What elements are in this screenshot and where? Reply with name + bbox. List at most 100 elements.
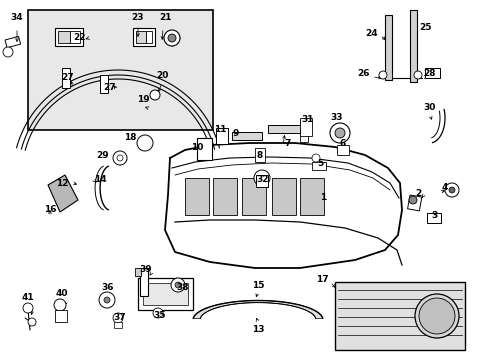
Text: 17: 17 <box>315 275 327 284</box>
Bar <box>426 213 440 223</box>
Circle shape <box>54 299 66 311</box>
Bar <box>58 31 70 43</box>
Circle shape <box>311 154 319 162</box>
Bar <box>231 132 262 140</box>
Circle shape <box>163 30 180 46</box>
Circle shape <box>150 90 160 100</box>
Text: 39: 39 <box>140 266 152 274</box>
Circle shape <box>137 135 153 151</box>
Text: 25: 25 <box>418 23 430 32</box>
Bar <box>133 28 155 46</box>
Circle shape <box>117 155 123 161</box>
Bar <box>114 322 122 328</box>
Text: 12: 12 <box>56 179 68 188</box>
Text: 2: 2 <box>414 189 420 198</box>
Bar <box>146 31 152 43</box>
Bar <box>299 118 311 136</box>
Circle shape <box>329 123 349 143</box>
Bar <box>271 178 295 215</box>
Bar <box>334 282 464 350</box>
Text: 14: 14 <box>94 175 106 184</box>
Text: 32: 32 <box>256 175 269 184</box>
Text: 8: 8 <box>256 150 263 159</box>
Text: 16: 16 <box>43 206 56 215</box>
Circle shape <box>104 297 110 303</box>
Text: 40: 40 <box>56 288 68 297</box>
Circle shape <box>418 298 454 334</box>
Text: 6: 6 <box>339 139 346 148</box>
Text: 38: 38 <box>176 284 189 292</box>
Text: 37: 37 <box>113 314 126 323</box>
Bar <box>267 125 303 133</box>
Bar <box>100 75 108 93</box>
Circle shape <box>334 128 345 138</box>
Text: 9: 9 <box>232 129 239 138</box>
Bar <box>424 68 439 78</box>
Text: 41: 41 <box>21 293 34 302</box>
Bar <box>28 10 213 130</box>
Circle shape <box>28 318 36 326</box>
Circle shape <box>378 71 386 79</box>
Bar <box>138 278 193 310</box>
Text: 28: 28 <box>423 68 435 77</box>
Bar <box>140 268 148 296</box>
Bar <box>216 128 227 144</box>
Circle shape <box>99 292 115 308</box>
Circle shape <box>413 71 421 79</box>
Text: 13: 13 <box>251 325 264 334</box>
Bar <box>142 283 187 305</box>
Bar <box>5 36 20 48</box>
Bar <box>242 178 265 215</box>
Circle shape <box>414 294 458 338</box>
Text: 24: 24 <box>365 28 378 37</box>
Bar <box>407 195 421 211</box>
Text: 19: 19 <box>137 95 149 104</box>
Text: 18: 18 <box>123 134 136 143</box>
Bar <box>135 268 141 276</box>
Bar <box>299 120 307 142</box>
Bar <box>55 310 67 322</box>
Circle shape <box>253 170 269 186</box>
Bar <box>384 15 391 80</box>
Circle shape <box>113 313 123 323</box>
Text: 23: 23 <box>131 13 144 22</box>
Bar <box>254 148 264 162</box>
Text: 27: 27 <box>103 84 116 93</box>
Text: 4: 4 <box>441 184 447 193</box>
Text: 35: 35 <box>153 310 166 320</box>
Text: 15: 15 <box>251 280 264 289</box>
Bar <box>197 138 212 160</box>
Circle shape <box>23 303 33 313</box>
Text: 7: 7 <box>284 139 290 148</box>
Circle shape <box>3 47 13 57</box>
Text: 20: 20 <box>156 71 168 80</box>
Bar <box>256 175 267 187</box>
Circle shape <box>153 308 163 318</box>
Text: 11: 11 <box>213 126 226 135</box>
Text: 30: 30 <box>423 104 435 112</box>
Bar <box>184 178 208 215</box>
Bar <box>55 28 83 46</box>
Circle shape <box>171 278 184 292</box>
Bar <box>213 178 237 215</box>
Polygon shape <box>48 175 78 212</box>
Bar <box>136 31 146 43</box>
Circle shape <box>408 196 416 204</box>
Circle shape <box>113 151 127 165</box>
Text: 3: 3 <box>431 211 437 220</box>
Text: 29: 29 <box>97 150 109 159</box>
Text: 31: 31 <box>301 116 314 125</box>
Bar <box>409 10 416 82</box>
Bar <box>336 145 348 155</box>
Text: 21: 21 <box>159 13 171 22</box>
Text: 1: 1 <box>319 194 325 202</box>
Bar <box>70 31 80 43</box>
Text: 36: 36 <box>102 284 114 292</box>
Text: 10: 10 <box>190 144 203 153</box>
Circle shape <box>175 282 181 288</box>
Polygon shape <box>193 301 322 319</box>
Text: 27: 27 <box>61 73 74 82</box>
Circle shape <box>168 34 176 42</box>
Circle shape <box>444 183 458 197</box>
Text: 34: 34 <box>11 13 23 22</box>
